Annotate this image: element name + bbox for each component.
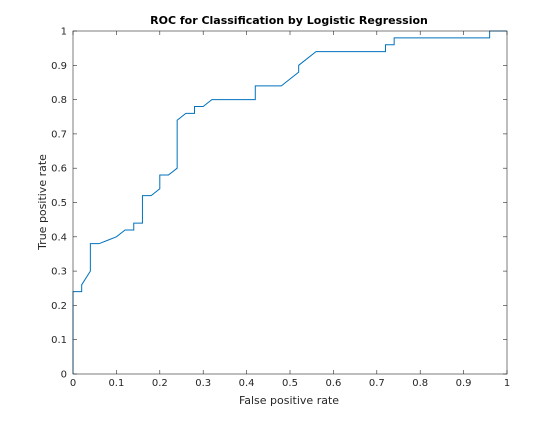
x-tick-label: 0.2	[152, 378, 168, 389]
y-axis-label: True positive rate	[36, 154, 49, 251]
y-tick-label: 0.7	[51, 129, 67, 140]
y-tick-label: 0.1	[51, 335, 67, 346]
y-tick-label: 0	[61, 370, 67, 381]
roc-curve	[72, 30, 507, 374]
chart-title: ROC for Classification by Logistic Regre…	[150, 14, 428, 27]
axis-ticks: 0 0.1 0.2 0.3 0.4 0.5 0.6 0.7 0.8 0.9 1 0 0.1 0.2 0.3 0…	[51, 27, 510, 390]
axes-box	[72, 30, 508, 375]
x-tick-label: 0	[70, 378, 76, 389]
y-tick-label: 0.6	[51, 164, 67, 175]
x-tick-label: 0.4	[239, 378, 255, 389]
y-tick-label: 1	[61, 27, 67, 38]
x-tick-label: 1	[504, 378, 510, 389]
y-tick-label: 0.4	[51, 232, 67, 243]
x-axis-label: False positive rate	[239, 394, 339, 407]
y-tick-label: 0.5	[51, 198, 67, 209]
y-tick-label: 0.2	[51, 301, 67, 312]
x-tick-label: 0.7	[369, 378, 385, 389]
y-tick-label: 0.8	[51, 95, 67, 106]
y-tick-label: 0.3	[51, 267, 67, 278]
y-tick-label: 0.9	[51, 61, 67, 72]
x-tick-label: 0.5	[282, 378, 298, 389]
x-tick-label: 0.8	[412, 378, 428, 389]
x-tick-label: 0.3	[195, 378, 211, 389]
x-tick-label: 0.1	[108, 378, 124, 389]
x-tick-label: 0.9	[456, 378, 472, 389]
x-tick-label: 0.6	[325, 378, 341, 389]
